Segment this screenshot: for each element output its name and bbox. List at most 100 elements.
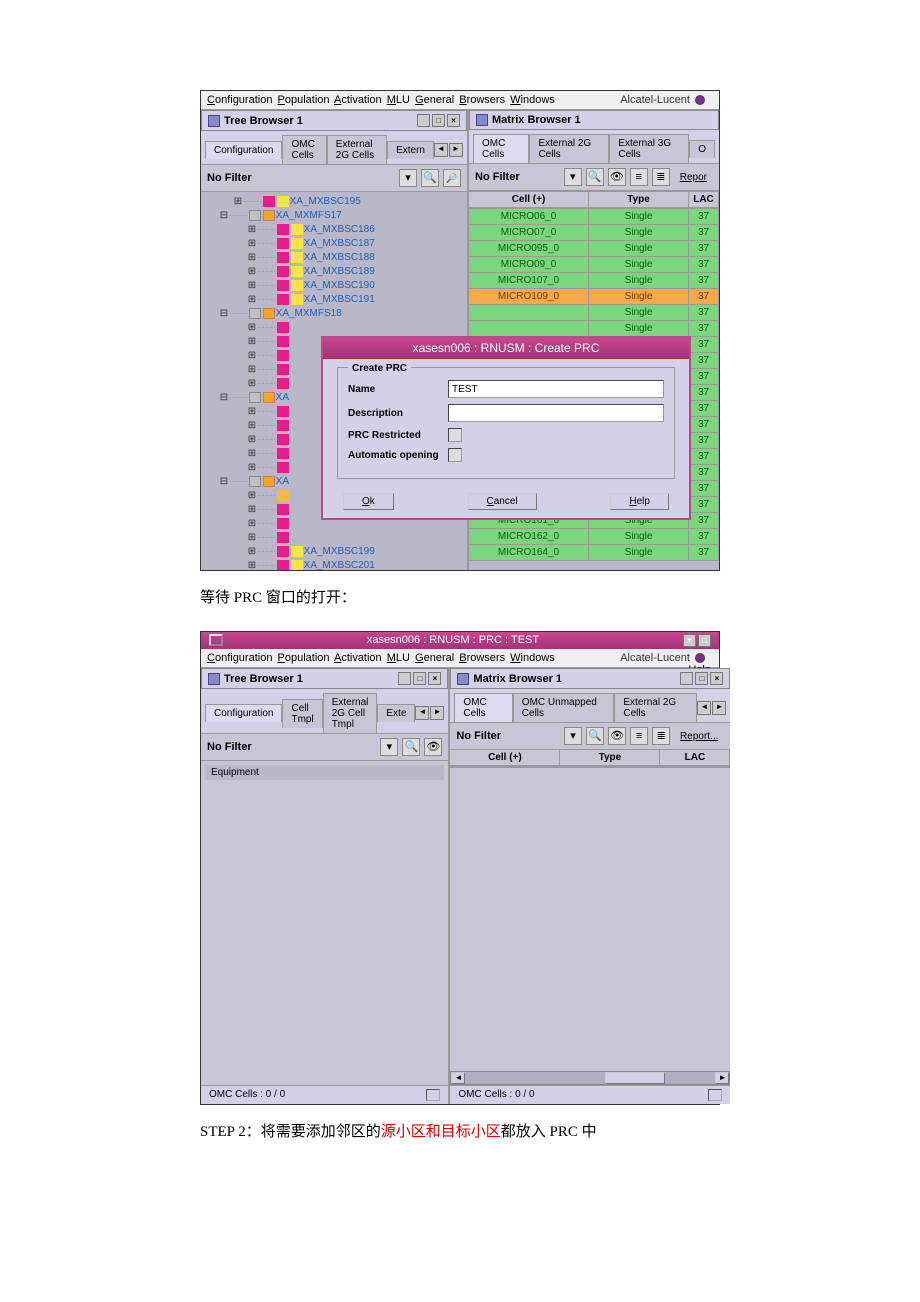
table-row[interactable]: MICRO109_0Single37 xyxy=(469,289,719,305)
tab-omc-cells[interactable]: OMC Cells xyxy=(282,135,326,164)
table-row[interactable]: Single37 xyxy=(469,321,719,337)
menu-item[interactable]: Configuration xyxy=(207,94,272,106)
tab-omc-cells[interactable]: OMC Cells xyxy=(454,693,512,722)
list-icon[interactable]: ≡ xyxy=(630,727,648,745)
binoculars-icon[interactable]: 👁 xyxy=(424,738,442,756)
filter-dropdown-icon[interactable]: ▾ xyxy=(564,168,582,186)
menu-item[interactable]: Configuration xyxy=(207,652,272,664)
tree-node[interactable]: ⊞·······XA_MXBSC188 xyxy=(203,250,465,264)
close-icon[interactable]: × xyxy=(428,672,441,685)
report-link[interactable]: Repor xyxy=(674,172,713,183)
tab-omc-cells[interactable]: OMC Cells xyxy=(473,134,529,163)
max-icon[interactable]: □ xyxy=(698,634,711,647)
tab-prev-icon[interactable]: ◄ xyxy=(434,143,448,157)
cancel-button[interactable]: Cancel xyxy=(468,493,537,510)
tree-node[interactable]: ⊞·······XA_MXBSC201 xyxy=(203,558,465,570)
scroll-right-icon[interactable]: ► xyxy=(715,1072,729,1084)
hdr-cell[interactable]: Cell (+) xyxy=(450,750,560,766)
max-icon[interactable]: □ xyxy=(695,672,708,685)
tree-node[interactable]: ⊞······· xyxy=(203,320,465,334)
tree-node[interactable]: ⊞·······XA_MXBSC190 xyxy=(203,278,465,292)
list2-icon[interactable]: ≣ xyxy=(652,168,670,186)
zoom-icon[interactable]: 🔍 xyxy=(402,738,420,756)
menu-item[interactable]: Activation xyxy=(334,652,382,664)
restricted-checkbox[interactable] xyxy=(448,428,462,442)
tree-node[interactable]: ⊞·······XA_MXBSC186 xyxy=(203,222,465,236)
tree-node[interactable]: ⊞·······XA_MXBSC199 xyxy=(203,544,465,558)
menu-item[interactable]: Browsers xyxy=(459,94,505,106)
close-icon[interactable]: × xyxy=(447,114,460,127)
menu-item[interactable]: Browsers xyxy=(459,652,505,664)
table-row[interactable]: MICRO07_0Single37 xyxy=(469,225,719,241)
tab-ext-2g[interactable]: External 2G Cells xyxy=(529,134,609,163)
tab-cell-tmpl[interactable]: Cell Tmpl xyxy=(282,699,322,728)
ok-button[interactable]: Ok xyxy=(343,493,394,510)
menu-item[interactable]: MLU xyxy=(387,94,410,106)
zoom-icon[interactable]: 🔍 xyxy=(586,168,604,186)
tree-view[interactable]: Equipment xyxy=(201,761,448,1085)
tree-node[interactable]: ⊞·······XA_MXBSC187 xyxy=(203,236,465,250)
menu-item[interactable]: Windows xyxy=(510,652,555,664)
hdr-cell[interactable]: Cell (+) xyxy=(469,192,589,208)
equipment-node[interactable]: Equipment xyxy=(205,765,444,780)
binoculars-icon[interactable]: 👁 xyxy=(608,168,626,186)
table-row[interactable]: MICRO162_0Single37 xyxy=(469,529,719,545)
zoom-icon[interactable]: 🔍 xyxy=(421,169,439,187)
table-row[interactable]: Single37 xyxy=(469,305,719,321)
tab-next-icon[interactable]: ► xyxy=(449,143,463,157)
list-icon[interactable]: ≡ xyxy=(630,168,648,186)
scroll-thumb[interactable] xyxy=(605,1072,665,1084)
tab-unmapped[interactable]: OMC Unmapped Cells xyxy=(513,693,615,722)
tab-prev-icon[interactable]: ◄ xyxy=(697,701,711,715)
filter-dropdown-icon[interactable]: ▾ xyxy=(564,727,582,745)
tree-node[interactable]: ⊞······· xyxy=(203,530,465,544)
auto-opening-checkbox[interactable] xyxy=(448,448,462,462)
menu-item[interactable]: Population xyxy=(278,94,330,106)
menu-item[interactable]: General xyxy=(415,94,454,106)
name-input[interactable] xyxy=(448,380,664,398)
sysmenu-icon[interactable] xyxy=(209,634,223,646)
filter-dropdown-icon[interactable]: ▾ xyxy=(380,738,398,756)
tree-node[interactable]: ⊟·······XA_MXMFS18 xyxy=(203,306,465,320)
min-icon[interactable]: ▾ xyxy=(683,634,696,647)
max-icon[interactable]: □ xyxy=(413,672,426,685)
menu-item[interactable]: General xyxy=(415,652,454,664)
menu-item[interactable]: Windows xyxy=(510,94,555,106)
menu-item[interactable]: Activation xyxy=(334,94,382,106)
tab-extern[interactable]: Extern xyxy=(387,141,434,159)
table-row[interactable]: MICRO06_0Single37 xyxy=(469,209,719,225)
list2-icon[interactable]: ≣ xyxy=(652,727,670,745)
hdr-lac[interactable]: LAC xyxy=(689,192,719,208)
description-input[interactable] xyxy=(448,404,664,422)
horizontal-scrollbar[interactable]: ◄ ► xyxy=(450,1071,730,1085)
tab-ext-2g[interactable]: External 2G Cells xyxy=(327,135,387,164)
tab-next-icon[interactable]: ► xyxy=(430,706,444,720)
menu-item[interactable]: MLU xyxy=(387,652,410,664)
hdr-type[interactable]: Type xyxy=(589,192,689,208)
hdr-type[interactable]: Type xyxy=(560,750,660,766)
min-icon[interactable] xyxy=(417,114,430,127)
tree-node[interactable]: ⊞·······XA_MXBSC195 xyxy=(203,194,465,208)
binoculars-icon[interactable]: 👁 xyxy=(608,727,626,745)
tab-prev-icon[interactable]: ◄ xyxy=(415,706,429,720)
table-row[interactable]: MICRO095_0Single37 xyxy=(469,241,719,257)
table-row[interactable]: MICRO164_0Single37 xyxy=(469,545,719,561)
table-row[interactable]: MICRO107_0Single37 xyxy=(469,273,719,289)
table-row[interactable]: MICRO09_0Single37 xyxy=(469,257,719,273)
tab-ext-2g[interactable]: External 2G Cells xyxy=(614,693,697,722)
max-icon[interactable]: □ xyxy=(432,114,445,127)
report-link[interactable]: Report... xyxy=(674,731,724,742)
tab-ext-2g-tmpl[interactable]: External 2G Cell Tmpl xyxy=(323,693,378,733)
binoculars-icon[interactable]: 🔎 xyxy=(443,169,461,187)
scroll-left-icon[interactable]: ◄ xyxy=(451,1072,465,1084)
tab-configuration[interactable]: Configuration xyxy=(205,141,282,159)
help-button[interactable]: Help xyxy=(610,493,669,510)
tree-node[interactable]: ⊞·······XA_MXBSC191 xyxy=(203,292,465,306)
tree-node[interactable]: ⊞·······XA_MXBSC189 xyxy=(203,264,465,278)
tab-o[interactable]: O xyxy=(689,140,715,158)
zoom-icon[interactable]: 🔍 xyxy=(586,727,604,745)
min-icon[interactable] xyxy=(398,672,411,685)
tab-configuration[interactable]: Configuration xyxy=(205,704,282,722)
tab-next-icon[interactable]: ► xyxy=(712,701,726,715)
min-icon[interactable] xyxy=(680,672,693,685)
